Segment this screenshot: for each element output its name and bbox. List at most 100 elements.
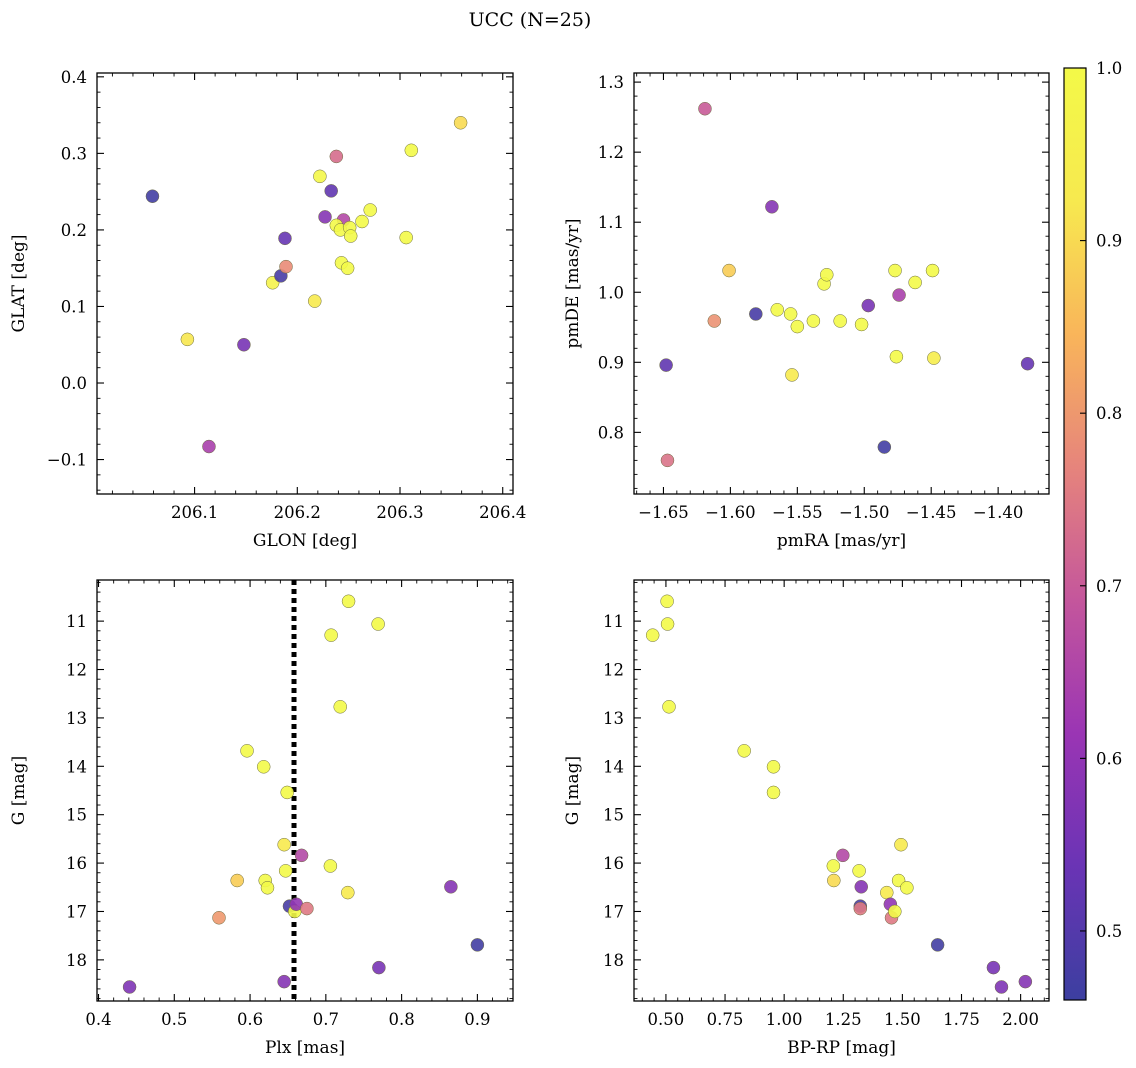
y-tick-label: 1.1 (598, 213, 624, 232)
data-point (790, 319, 805, 334)
colorbar-tick-label: 0.6 (1096, 749, 1122, 768)
y-tick-label: 0.8 (598, 423, 624, 442)
y-axis-label: G [mag] (563, 756, 583, 825)
data-point (853, 901, 868, 916)
data-point (662, 700, 676, 714)
colorbar-gradient (1063, 67, 1087, 1001)
colorbar: 0.5 0.6 0.7 0.8 0.9 1.0 (1063, 59, 1122, 1001)
axes-frame (96, 579, 514, 1002)
data-point (180, 332, 195, 347)
y-tick-label: 18 (66, 951, 87, 970)
data-point (278, 231, 292, 246)
data-point (770, 303, 784, 317)
x-tick-label: 0.7 (313, 1010, 339, 1029)
data-point (230, 873, 244, 888)
data-point (659, 358, 673, 372)
y-tick-label: 17 (603, 902, 624, 921)
y-tick-label: 0.4 (61, 68, 87, 87)
data-point (371, 617, 385, 631)
y-tick-label: 0.0 (61, 374, 87, 393)
x-axis-label: Plx [mas] (265, 1038, 345, 1058)
data-point (240, 744, 254, 758)
data-point (927, 351, 941, 365)
x-tick-label: 1.25 (825, 1010, 862, 1029)
colorbar-tick-label: 0.5 (1096, 922, 1122, 941)
y-tick-label: 0.3 (61, 144, 87, 163)
data-point (888, 904, 902, 919)
data-point (260, 881, 275, 895)
colorbar-tick-label: 0.7 (1096, 577, 1122, 596)
data-point (277, 974, 291, 989)
x-tick-label: −1.60 (705, 503, 756, 522)
data-point (313, 169, 327, 184)
data-point (833, 314, 847, 328)
data-point (300, 901, 314, 916)
y-tick-label: 15 (66, 806, 87, 825)
x-tick-label: 0.75 (707, 1010, 744, 1029)
y-tick-label: 11 (603, 612, 624, 631)
y-tick-label: 16 (66, 854, 87, 873)
panel-bprp-g: 0.50 0.75 1.00 1.25 1.50 1.75 2.00 11 12 13 14 15 16… (563, 579, 1050, 1058)
data-point (908, 275, 922, 290)
colorbar-tick-label: 0.8 (1096, 404, 1122, 423)
x-tick-label: 0.8 (388, 1010, 414, 1029)
x-tick-label: 1.75 (943, 1010, 980, 1029)
data-point (341, 594, 356, 609)
data-point (836, 848, 850, 863)
data-point (660, 617, 675, 631)
y-tick-label: 18 (603, 951, 624, 970)
data-point (888, 263, 902, 278)
data-point (986, 960, 1001, 975)
x-tick-label: −1.50 (839, 503, 890, 522)
data-point (698, 101, 712, 116)
data-point (277, 837, 291, 852)
data-point (785, 368, 799, 382)
x-tick-label: 206.3 (376, 503, 423, 522)
data-point (399, 230, 413, 245)
data-point (766, 760, 781, 774)
data-point (122, 980, 137, 994)
data-point (900, 881, 914, 895)
data-point (256, 760, 271, 774)
colorbar-tick-label: 0.9 (1096, 232, 1122, 251)
x-tick-label: 0.4 (85, 1010, 111, 1029)
data-point (237, 337, 251, 352)
axes-frame (96, 72, 514, 495)
data-point (852, 864, 866, 878)
data-point (827, 873, 841, 888)
y-axis-label: pmDE [mas/yr] (563, 218, 583, 348)
data-point (324, 628, 338, 642)
y-tick-label: 0.2 (61, 221, 87, 240)
y-tick-label: 12 (603, 661, 624, 680)
colorbar-tick-label: 1.0 (1096, 59, 1122, 78)
data-point (343, 229, 358, 243)
axes-frame (633, 72, 1050, 495)
axes-frame (633, 579, 1050, 1002)
data-point (324, 184, 338, 198)
data-point (783, 307, 798, 321)
data-point (894, 837, 908, 852)
x-tick-label: −1.65 (638, 503, 689, 522)
x-tick-label: −1.55 (772, 503, 823, 522)
y-tick-label: 13 (603, 709, 624, 728)
data-point (308, 294, 322, 308)
panel-plx-g: 0.4 0.5 0.6 0.7 0.8 0.9 11 12 13 14 15 16 17 18 Plx [m… (9, 579, 514, 1058)
data-point (363, 203, 377, 217)
x-tick-label: 1.00 (766, 1010, 803, 1029)
data-point (294, 848, 309, 863)
panel-pmra-pmde: −1.65 −1.60 −1.55 −1.50 −1.45 −1.40 0.8 0.9 1.0 1… (563, 72, 1050, 551)
x-tick-label: 0.6 (237, 1010, 263, 1029)
y-tick-label: 1.2 (598, 143, 624, 162)
data-point (994, 980, 1009, 994)
data-point (892, 288, 906, 302)
data-point (318, 210, 332, 224)
y-tick-label: 14 (66, 757, 87, 776)
data-point (766, 785, 781, 800)
y-tick-label: 14 (603, 757, 624, 776)
data-point (280, 785, 294, 800)
data-point (202, 439, 216, 454)
data-point (645, 628, 660, 642)
x-tick-label: −1.40 (973, 503, 1024, 522)
data-point (925, 263, 940, 278)
data-point (470, 938, 485, 952)
